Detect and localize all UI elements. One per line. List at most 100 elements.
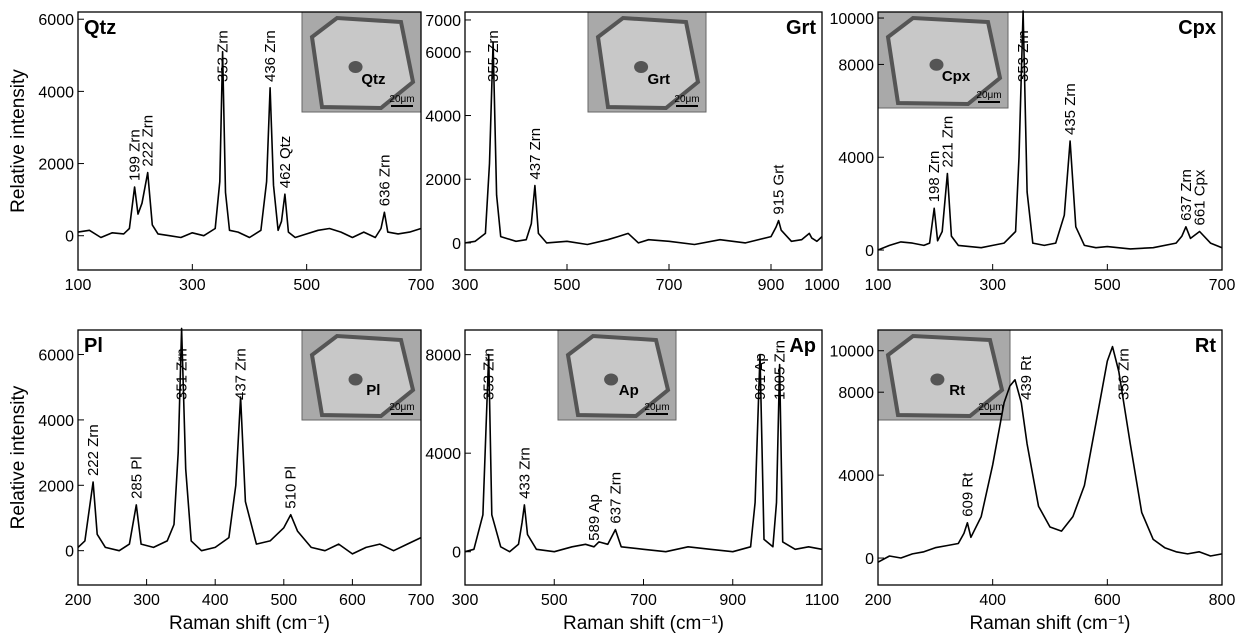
peak-annotation: 437 Zrn <box>233 348 250 400</box>
y-tick-label: 10000 <box>830 344 875 361</box>
peak-annotation: 637 Zrn <box>607 472 624 524</box>
spectrum <box>877 345 1223 563</box>
plot-frame <box>77 11 422 271</box>
peak-annotation: 222 Zrn <box>85 424 102 476</box>
inset-scale-label: 20μm <box>976 90 1001 101</box>
peak-annotation: 462 Qtz <box>277 136 294 189</box>
y-tick-label: 6000 <box>425 45 461 62</box>
inset-label: Cpx <box>942 68 971 85</box>
inset-inclusion <box>604 373 619 386</box>
y-axis-label: Relative intensity <box>8 385 29 529</box>
x-tick-label: 100 <box>65 277 92 294</box>
spectrum <box>464 353 823 553</box>
x-tick-label: 1000 <box>804 277 840 294</box>
peak-annotation: 355 Zrn <box>485 30 502 82</box>
panel-title: Cpx <box>1178 17 1216 39</box>
y-tick-label: 4000 <box>425 446 461 463</box>
peak-annotation: 353 Zrn <box>215 30 232 82</box>
peak-annotation: 661 Cpx <box>1192 169 1209 225</box>
x-tick-label: 900 <box>719 592 746 609</box>
panel-title: Ap <box>789 335 816 357</box>
peak-annotation: 351 Zrn <box>174 348 191 400</box>
x-tick-label: 600 <box>339 592 366 609</box>
x-tick-label: 900 <box>758 277 785 294</box>
x-tick-label: 500 <box>554 277 581 294</box>
x-tick-label: 700 <box>1209 277 1236 294</box>
x-tick-label: 800 <box>1209 592 1236 609</box>
y-tick-label: 4000 <box>425 109 461 126</box>
x-tick-label: 700 <box>630 592 657 609</box>
y-tick-label: 4000 <box>838 150 874 167</box>
x-tick-label: 600 <box>1094 592 1121 609</box>
x-tick-label: 300 <box>979 277 1006 294</box>
inset-label: Rt <box>949 382 965 399</box>
y-tick-label: 0 <box>65 229 74 246</box>
x-tick-label: 700 <box>408 592 435 609</box>
peak-annotation: 221 Zrn <box>939 116 956 168</box>
inset-grain <box>885 15 1003 107</box>
x-axis-label: Raman shift (cm⁻¹) <box>970 613 1131 634</box>
peak-annotation: 636 Zrn <box>376 155 393 207</box>
y-tick-label: 0 <box>452 236 461 253</box>
y-tick-label: 0 <box>865 243 874 260</box>
plot-frame <box>877 11 1223 271</box>
y-tick-label: 7000 <box>425 13 461 30</box>
x-axis-label: Raman shift (cm⁻¹) <box>169 613 330 634</box>
x-tick-label: 300 <box>133 592 160 609</box>
x-tick-label: 500 <box>293 277 320 294</box>
inset-inclusion <box>929 58 944 71</box>
inset-inclusion <box>634 61 649 73</box>
peak-annotation: 285 Pl <box>128 456 145 499</box>
y-tick-label: 2000 <box>425 172 461 189</box>
inset-scale-label: 20μm <box>389 94 414 105</box>
panel-title: Grt <box>786 17 816 39</box>
panel-title: Rt <box>1195 335 1216 357</box>
peak-annotation: 961 Ap <box>752 353 769 400</box>
y-tick-label: 6000 <box>38 12 74 29</box>
x-axis-label: Raman shift (cm⁻¹) <box>563 613 724 634</box>
y-tick-label: 0 <box>865 551 874 568</box>
y-tick-label: 0 <box>452 545 461 562</box>
y-tick-label: 0 <box>65 544 74 561</box>
y-tick-label: 6000 <box>38 348 74 365</box>
inset-inclusion <box>348 373 363 386</box>
y-tick-label: 10000 <box>830 11 875 28</box>
panel-title: Qtz <box>84 17 116 39</box>
inset-inclusion <box>348 61 363 73</box>
inset-grain <box>885 333 1005 419</box>
inset-scale-label: 20μm <box>389 402 414 413</box>
peak-annotation: 637 Zrn <box>1178 169 1195 221</box>
peak-annotation: 433 Zrn <box>516 447 533 499</box>
peak-annotation: 356 Zrn <box>1115 348 1132 400</box>
peak-annotation: 198 Zrn <box>926 151 943 203</box>
x-tick-label: 700 <box>408 277 435 294</box>
y-tick-label: 4000 <box>38 413 74 430</box>
spectrum <box>877 10 1223 251</box>
inset-scale-label: 20μm <box>644 402 669 413</box>
x-tick-label: 700 <box>656 277 683 294</box>
x-tick-label: 300 <box>452 277 479 294</box>
inset-grain <box>309 15 416 111</box>
x-tick-label: 400 <box>979 592 1006 609</box>
x-tick-label: 200 <box>865 592 892 609</box>
peak-annotation: 1005 Zrn <box>772 340 789 400</box>
inset-label: Pl <box>366 382 380 399</box>
peak-annotation: 439 Rt <box>1018 355 1035 400</box>
y-tick-label: 4000 <box>38 84 74 101</box>
y-tick-label: 2000 <box>38 157 74 174</box>
spectrum <box>77 327 422 555</box>
peak-annotation: 609 Rt <box>959 472 976 517</box>
inset-grain <box>309 333 416 419</box>
inset-label: Ap <box>619 382 639 399</box>
peak-annotation: 353 Zrn <box>481 348 498 400</box>
peak-annotation: 589 Ap <box>586 494 603 541</box>
inset-inclusion <box>930 373 945 386</box>
y-tick-label: 8000 <box>838 57 874 74</box>
inset-grain <box>595 15 701 111</box>
y-tick-label: 2000 <box>38 478 74 495</box>
y-tick-label: 4000 <box>838 468 874 485</box>
y-tick-label: 8000 <box>838 385 874 402</box>
peak-annotation: 510 Pl <box>283 466 300 509</box>
inset-scale-label: 20μm <box>674 94 699 105</box>
